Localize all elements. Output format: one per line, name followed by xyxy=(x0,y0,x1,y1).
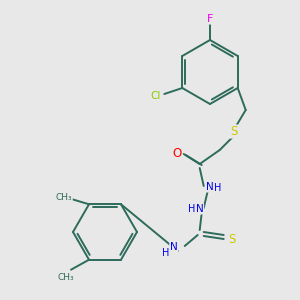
Text: N: N xyxy=(206,182,214,192)
Text: N: N xyxy=(170,242,178,252)
Text: H: H xyxy=(214,183,221,193)
Text: H: H xyxy=(188,204,195,214)
Text: F: F xyxy=(207,14,213,24)
Text: CH₃: CH₃ xyxy=(58,273,74,282)
Text: N: N xyxy=(196,204,204,214)
Text: CH₃: CH₃ xyxy=(56,193,72,202)
Text: H: H xyxy=(162,248,169,258)
Text: S: S xyxy=(228,233,236,246)
Text: Cl: Cl xyxy=(150,91,160,101)
Text: O: O xyxy=(172,147,181,160)
Text: S: S xyxy=(230,125,237,138)
